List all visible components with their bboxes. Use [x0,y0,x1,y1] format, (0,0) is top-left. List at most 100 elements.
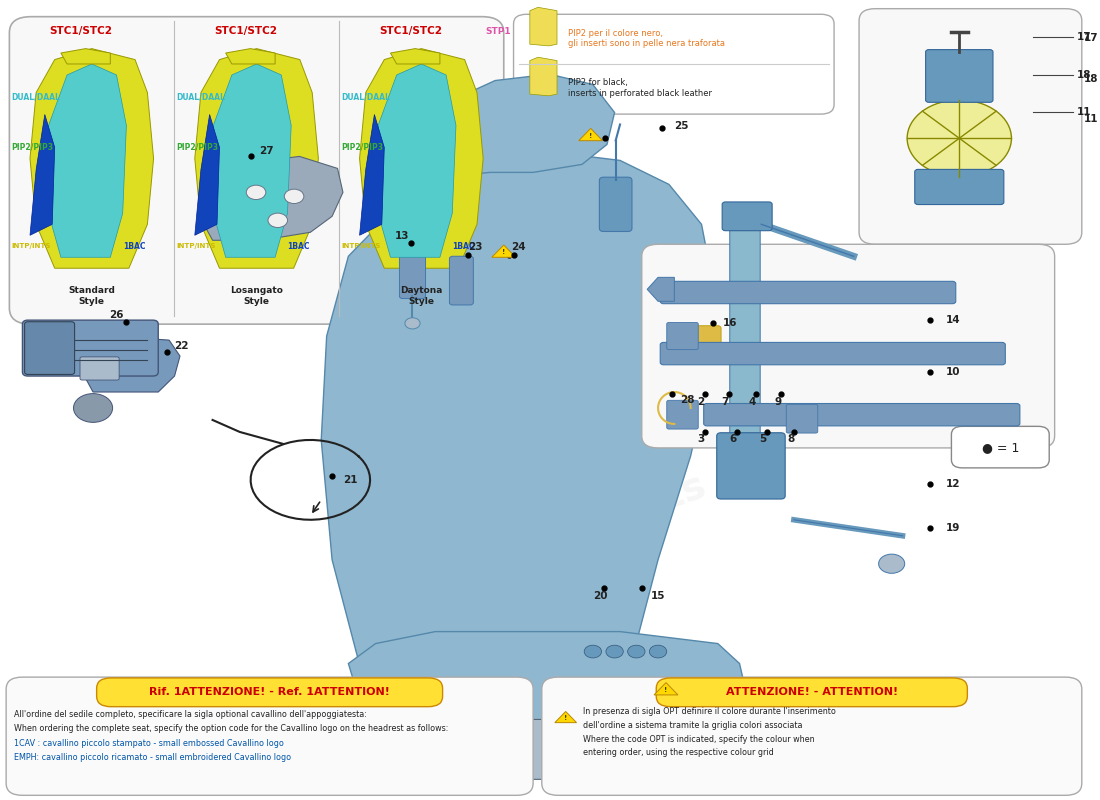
Text: 17: 17 [1077,32,1091,42]
Text: PIP2/PIP3: PIP2/PIP3 [176,143,219,152]
Text: In presenza di sigla OPT definire il colore durante l'inserimento: In presenza di sigla OPT definire il col… [583,707,836,717]
Text: EMPH: cavallino piccolo ricamato - small embroidered Cavallino logo: EMPH: cavallino piccolo ricamato - small… [13,753,290,762]
Text: 24: 24 [512,242,526,252]
Text: 10: 10 [946,367,960,377]
Text: DUAL/DAAL: DUAL/DAAL [176,93,226,102]
Text: All'ordine del sedile completo, specificare la sigla optional cavallino dell'app: All'ordine del sedile completo, specific… [13,710,366,719]
Circle shape [908,100,1012,177]
Text: 16: 16 [723,318,738,327]
FancyBboxPatch shape [667,400,698,429]
Text: 25: 25 [674,121,689,131]
Text: 18: 18 [1084,74,1099,84]
Text: 20: 20 [593,590,607,601]
Text: 4: 4 [748,397,756,406]
Text: Where the code OPT is indicated, specify the colour when: Where the code OPT is indicated, specify… [583,734,815,744]
Text: 1BAC: 1BAC [287,242,310,250]
FancyBboxPatch shape [660,342,1005,365]
Polygon shape [436,74,615,176]
Text: PIP2 per il colore nero,
gli inserti sono in pelle nera traforata: PIP2 per il colore nero, gli inserti son… [568,29,725,48]
Text: 7: 7 [722,397,728,406]
Text: dell'ordine a sistema tramite la griglia colori associata: dell'ordine a sistema tramite la griglia… [583,721,803,730]
Polygon shape [60,49,110,64]
FancyBboxPatch shape [729,222,760,466]
Text: 19: 19 [946,522,960,533]
Polygon shape [195,49,318,268]
Text: eurocars: eurocars [319,392,595,536]
Text: 9: 9 [774,397,781,406]
Text: Standard
Style: Standard Style [68,286,116,306]
Text: STC1/STC2: STC1/STC2 [214,26,277,36]
FancyBboxPatch shape [925,50,993,102]
FancyBboxPatch shape [952,426,1049,468]
FancyBboxPatch shape [80,357,119,380]
Text: 15: 15 [650,590,664,601]
Polygon shape [82,336,180,392]
Text: 14: 14 [946,315,960,325]
Polygon shape [492,245,516,258]
Text: STC1/STC2: STC1/STC2 [50,26,112,36]
FancyBboxPatch shape [859,9,1081,244]
Text: !: ! [664,687,668,693]
Polygon shape [530,58,557,96]
FancyBboxPatch shape [667,322,698,350]
Polygon shape [390,49,440,64]
FancyBboxPatch shape [657,678,967,706]
Text: Rif. 1ATTENZIONE! - Ref. 1ATTENTION!: Rif. 1ATTENZIONE! - Ref. 1ATTENTION! [150,687,390,698]
Text: PIP2 for black,
inserts in perforated black leather: PIP2 for black, inserts in perforated bl… [568,78,712,98]
Circle shape [628,645,645,658]
Polygon shape [226,49,275,64]
Text: STP1: STP1 [485,26,512,35]
FancyBboxPatch shape [688,326,722,362]
Polygon shape [419,707,800,779]
Circle shape [584,645,602,658]
Circle shape [74,394,112,422]
Text: 6: 6 [729,434,737,444]
Text: PIP2/PIP3: PIP2/PIP3 [12,143,54,152]
FancyBboxPatch shape [786,404,817,433]
Polygon shape [201,157,343,240]
Circle shape [879,554,904,574]
Text: 11: 11 [1084,114,1099,125]
FancyBboxPatch shape [22,320,158,376]
Text: 22: 22 [175,341,189,350]
Text: 28: 28 [680,395,694,405]
Text: 18: 18 [1077,70,1091,80]
Circle shape [268,213,287,227]
Text: 12: 12 [946,479,960,489]
Text: !: ! [502,250,505,255]
Text: DUAL/DAAL: DUAL/DAAL [12,93,60,102]
FancyBboxPatch shape [514,14,834,114]
Text: 1CAV : cavallino piccolo stampato - small embossed Cavallino logo: 1CAV : cavallino piccolo stampato - smal… [13,738,284,748]
Polygon shape [195,114,220,235]
Text: Losangato
Style: Losangato Style [230,286,283,306]
Text: 3: 3 [697,434,704,444]
Circle shape [246,185,266,199]
FancyBboxPatch shape [399,242,426,298]
Text: INTP/INTS: INTP/INTS [341,243,381,250]
FancyBboxPatch shape [10,17,504,324]
FancyBboxPatch shape [24,322,75,374]
Text: passion parts: passion parts [420,467,712,604]
Polygon shape [360,114,384,235]
Circle shape [405,318,420,329]
FancyBboxPatch shape [717,433,785,499]
Polygon shape [48,64,126,258]
Polygon shape [554,711,576,722]
Polygon shape [579,128,603,141]
FancyBboxPatch shape [723,202,772,230]
FancyBboxPatch shape [600,177,632,231]
FancyBboxPatch shape [7,677,534,795]
Text: 1BAC: 1BAC [123,242,145,250]
Circle shape [284,189,304,203]
Text: 8: 8 [788,434,794,444]
Text: entering order, using the respective colour grid: entering order, using the respective col… [583,748,773,757]
Polygon shape [213,64,292,258]
Text: 5: 5 [759,434,767,444]
Text: 13: 13 [395,231,409,242]
Circle shape [649,645,667,658]
Text: When ordering the complete seat, specify the option code for the Cavallino logo : When ordering the complete seat, specify… [13,724,448,734]
FancyBboxPatch shape [915,170,1004,205]
Text: 27: 27 [260,146,274,156]
Text: ATTENZIONE! - ATTENTION!: ATTENZIONE! - ATTENTION! [726,687,898,698]
Polygon shape [647,278,674,302]
